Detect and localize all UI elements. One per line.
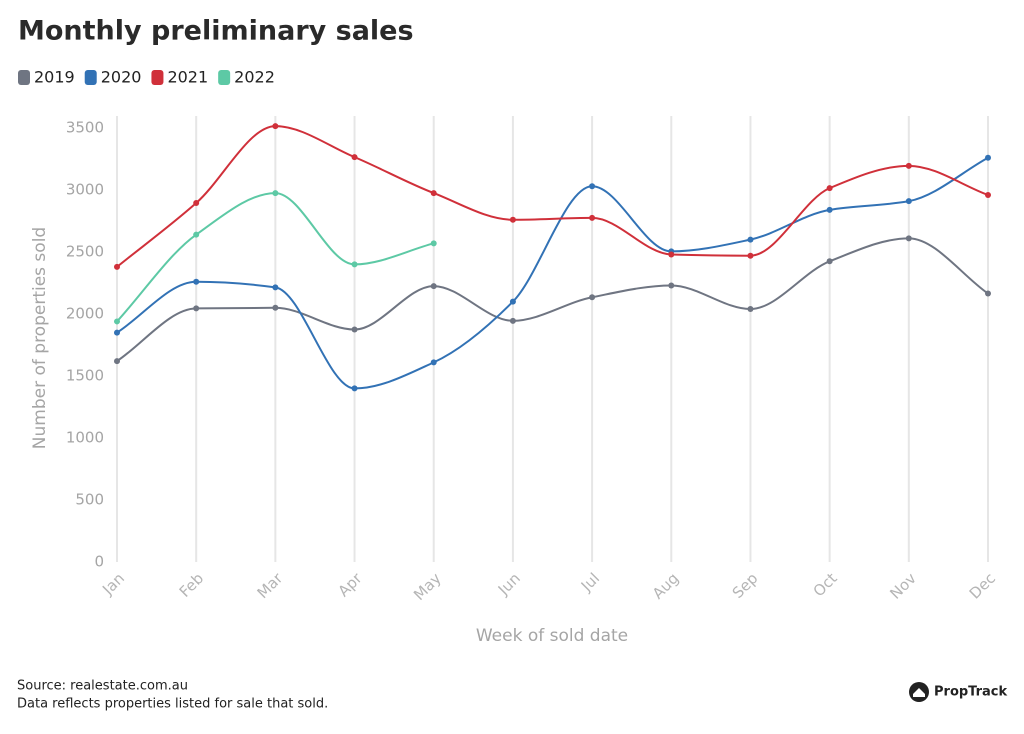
y-tick-label: 2000 <box>66 305 104 323</box>
point <box>351 385 358 392</box>
point <box>747 252 754 259</box>
y-tick-label: 2500 <box>66 243 104 261</box>
point <box>668 282 675 289</box>
legend-label: 2021 <box>167 68 208 87</box>
legend-label: 2019 <box>34 68 75 87</box>
legend-label: 2022 <box>234 68 275 87</box>
point <box>509 317 516 324</box>
x-tick-label: Nov <box>886 569 920 603</box>
point <box>351 154 358 161</box>
point <box>193 200 200 207</box>
line <box>116 125 989 268</box>
point <box>509 298 516 305</box>
y-tick-label: 3500 <box>66 119 104 137</box>
point <box>193 231 200 238</box>
point <box>114 318 120 325</box>
x-tick-label: Jul <box>577 569 603 595</box>
legend-swatch <box>84 70 97 85</box>
x-axis-title: Week of sold date <box>476 626 628 646</box>
line <box>116 156 989 390</box>
x-tick-label: Aug <box>649 569 682 602</box>
x-tick-label: Dec <box>966 569 999 602</box>
point <box>826 206 833 213</box>
point <box>114 263 120 270</box>
point <box>826 258 833 265</box>
y-tick-label: 3000 <box>66 181 104 199</box>
point <box>905 235 912 242</box>
point <box>985 290 991 297</box>
point <box>985 191 991 198</box>
point <box>747 306 754 313</box>
line <box>116 237 989 362</box>
x-tick-label: May <box>410 569 445 604</box>
point <box>272 284 279 291</box>
point <box>193 278 200 285</box>
point <box>351 261 358 268</box>
chart-title: Monthly preliminary sales <box>18 16 414 47</box>
point <box>430 283 437 290</box>
point <box>430 359 437 366</box>
x-tick-label: Feb <box>176 569 208 601</box>
point <box>905 162 912 169</box>
note: Data reflects properties listed for sale… <box>17 697 328 712</box>
point <box>747 236 754 243</box>
point <box>985 154 991 161</box>
x-tick-label: Oct <box>810 569 841 600</box>
brand-logo: PropTrack <box>909 682 1008 702</box>
point <box>272 123 279 130</box>
legend-swatch <box>218 70 231 85</box>
point <box>351 326 358 333</box>
x-tick-label: Jun <box>494 569 524 599</box>
y-tick-label: 500 <box>75 491 104 509</box>
legend-swatch <box>151 70 164 85</box>
y-axis-title: Number of properties sold <box>30 227 50 449</box>
legend-label: 2020 <box>101 68 142 87</box>
point <box>668 251 675 258</box>
brand: PropTrack <box>934 685 1008 700</box>
point <box>272 190 279 197</box>
y-tick-label: 1500 <box>66 367 104 385</box>
y-tick-label: 0 <box>94 553 104 571</box>
point <box>430 240 437 247</box>
point <box>589 214 596 221</box>
x-tick-label: Apr <box>334 569 366 601</box>
x-tick-label: Sep <box>729 569 762 602</box>
x-tick-label: Jan <box>98 569 128 599</box>
legend-swatch <box>18 70 30 85</box>
source: Source: realestate.com.au <box>17 679 188 694</box>
point <box>272 304 279 311</box>
point <box>905 198 912 205</box>
point <box>114 358 120 365</box>
y-tick-label: 1000 <box>66 429 104 447</box>
point <box>589 294 596 301</box>
point <box>114 329 120 336</box>
point <box>193 305 200 312</box>
point <box>826 185 833 192</box>
x-tick-label: Mar <box>254 569 287 602</box>
point <box>509 216 516 223</box>
point <box>430 190 437 197</box>
point <box>589 183 596 190</box>
